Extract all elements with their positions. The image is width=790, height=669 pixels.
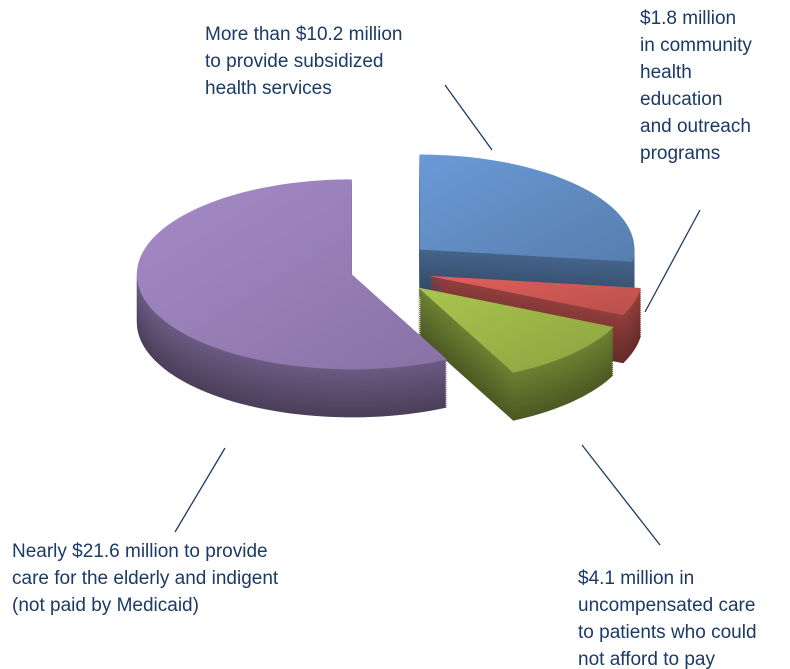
label-line: and outreach (640, 116, 751, 137)
label-line: uncompensated care (578, 595, 755, 616)
label-line: More than $10.2 million (205, 24, 403, 45)
label-line: $4.1 million in (578, 568, 694, 589)
leader-line (444, 84, 493, 151)
label-line: education (640, 89, 722, 110)
label-line: to provide subsidized (205, 51, 384, 72)
label-line: health (640, 62, 692, 83)
slice-label: $4.1 million in uncompensated care to pati… (578, 568, 757, 669)
label-line: in community (640, 35, 752, 56)
slice (418, 287, 614, 373)
leader-line (644, 209, 701, 313)
slice (419, 154, 635, 262)
label-line: health services (205, 78, 332, 99)
label-line: care for the elderly and indigent (12, 568, 279, 589)
label-line: programs (640, 143, 720, 164)
slice (427, 275, 641, 316)
slice-label: More than $10.2 million to provide subsid… (205, 24, 403, 99)
slice-label: Nearly $21.6 million to provide care for … (12, 541, 279, 616)
slice-label: $1.8 million in community health education a… (640, 8, 752, 164)
leader-line (174, 447, 226, 533)
label-line: $1.8 million (640, 8, 736, 29)
label-line: (not paid by Medicaid) (12, 595, 199, 616)
leader-line (581, 444, 661, 546)
label-line: to patients who could (578, 622, 757, 643)
slice (136, 179, 447, 370)
leader-lines (174, 84, 701, 546)
label-line: not afford to pay (578, 649, 715, 669)
label-line: Nearly $21.6 million to provide (12, 541, 268, 562)
